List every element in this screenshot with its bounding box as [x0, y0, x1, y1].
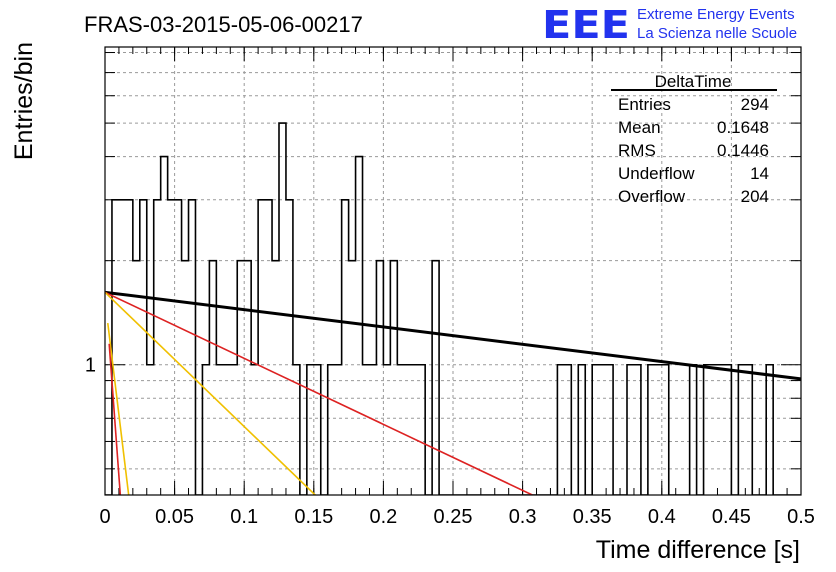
x-tick-label: 0.3 [509, 506, 537, 528]
plot-frame [104, 46, 802, 496]
stats-label: Underflow [618, 164, 695, 183]
fit-lines [105, 290, 801, 495]
logo-line2: La Scienza nelle Scuole [637, 25, 797, 42]
histogram-outline [105, 122, 801, 495]
chart-title: FRAS-03-2015-05-06-00217 [84, 12, 363, 37]
logo-letters: EEE [542, 3, 630, 47]
fit-line [108, 343, 122, 495]
y-tick-label: 1 [85, 355, 96, 377]
fit-line [105, 291, 533, 495]
histogram-bars [105, 122, 801, 495]
stats-label: Entries [618, 95, 671, 114]
fit-line [105, 291, 316, 495]
stats-value: 204 [741, 187, 769, 206]
stats-rows: Entries 294 Mean 0.1648 RMS 0.1446 Underflow 14… [618, 95, 769, 206]
stats-label: RMS [618, 141, 656, 160]
x-tick-label: 0.05 [155, 506, 194, 528]
y-axis-label: Entries/bin [10, 42, 38, 160]
x-tick-label: 0 [99, 506, 110, 528]
stats-value: 0.1446 [717, 141, 769, 160]
x-axis-label: Time difference [s] [596, 536, 800, 564]
x-tick-label: 0.5 [787, 506, 815, 528]
x-tick-label: 0.1 [230, 506, 258, 528]
x-tick-labels: 0 0.05 0.1 0.15 0.2 0.25 0.3 0.35 0.4 0.45 0.5 [99, 506, 814, 528]
x-tick-label: 0.4 [648, 506, 676, 528]
stats-value: 14 [750, 164, 769, 183]
eee-logo: EEE Extreme Energy Events La Scienza nel… [542, 3, 797, 47]
x-tick-label: 0.35 [573, 506, 612, 528]
x-tick-label: 0.2 [369, 506, 397, 528]
stats-label: Overflow [618, 187, 686, 206]
x-tick-label: 0.45 [712, 506, 751, 528]
x-tick-label: 0.25 [434, 506, 473, 528]
fit-line [105, 290, 801, 381]
stats-title: DeltaTime [655, 72, 732, 91]
x-tick-label: 0.15 [294, 506, 333, 528]
stats-value: 294 [741, 95, 769, 114]
fit-line [106, 322, 130, 495]
stats-value: 0.1648 [717, 118, 769, 137]
stats-label: Mean [618, 118, 661, 137]
logo-line1: Extreme Energy Events [637, 6, 795, 23]
stats-box: DeltaTime Entries 294 Mean 0.1648 RMS 0.1446 U… [611, 72, 777, 206]
